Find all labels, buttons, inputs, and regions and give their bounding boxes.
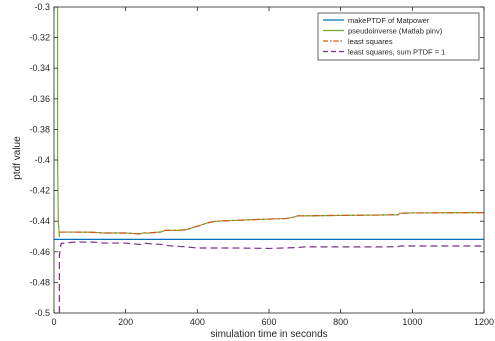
y-tick-label: -0.38 xyxy=(29,124,50,134)
legend-label: least squares xyxy=(348,37,393,46)
x-axis-label: simulation time in seconds xyxy=(210,329,327,340)
x-tick-label: 1200 xyxy=(474,317,494,327)
legend-box xyxy=(317,12,480,61)
legend-label: pseudoinverse (Matlab pinv) xyxy=(348,26,443,35)
series-layer xyxy=(54,7,485,313)
x-tick-label: 0 xyxy=(51,317,56,327)
y-tick-label: -0.44 xyxy=(29,216,50,226)
y-tick-label: -0.3 xyxy=(34,2,50,12)
y-tick-label: -0.34 xyxy=(29,63,50,73)
ticks-layer: 0 200 400 600 800 1000 1200 -0.5 -0.48 -0.46 -0.44… xyxy=(29,2,494,327)
y-tick-label: -0.5 xyxy=(34,308,50,318)
y-tick-label: -0.32 xyxy=(29,33,50,43)
x-tick-label: 1000 xyxy=(402,317,422,327)
legend-label: makePTDF of Matpower xyxy=(348,16,430,25)
x-tick-label: 200 xyxy=(118,317,133,327)
y-tick-label: -0.46 xyxy=(29,247,50,257)
legend-label: least squares, sum PTDF = 1 xyxy=(348,47,445,56)
series-line-3 xyxy=(59,212,485,235)
y-tick-label: -0.4 xyxy=(34,155,50,165)
x-tick-label: 400 xyxy=(190,317,205,327)
y-tick-label: -0.42 xyxy=(29,186,50,196)
series-line-4 xyxy=(58,241,484,313)
y-tick-label: -0.36 xyxy=(29,94,50,104)
x-tick-label: 800 xyxy=(333,317,348,327)
y-axis-label: ptdf value xyxy=(12,136,23,180)
x-tick-label: 600 xyxy=(261,317,276,327)
y-tick-label: -0.48 xyxy=(29,277,50,287)
